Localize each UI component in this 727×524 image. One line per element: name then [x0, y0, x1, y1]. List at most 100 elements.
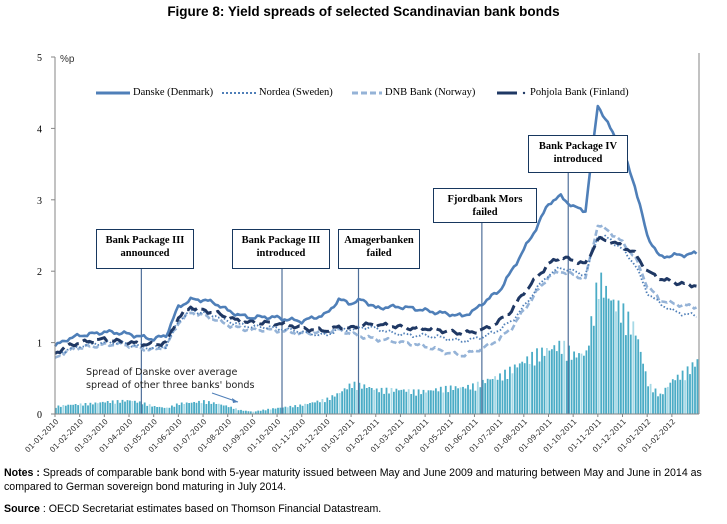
- bar: [671, 379, 674, 414]
- bar: [316, 400, 319, 414]
- bar: [319, 402, 321, 414]
- bar: [148, 404, 151, 414]
- bar: [555, 351, 558, 414]
- bar: [365, 388, 368, 414]
- bar: [380, 387, 383, 414]
- annotation-box: Bank Package III announced: [96, 229, 194, 269]
- bar: [267, 408, 269, 414]
- bar: [175, 403, 178, 414]
- bar: [565, 360, 568, 414]
- bar: [694, 366, 696, 414]
- bar: [472, 383, 474, 414]
- annotation-box: Bank Package IV introduced: [528, 135, 628, 173]
- bar: [286, 407, 289, 414]
- bar: [664, 387, 667, 414]
- bar: [208, 401, 210, 414]
- bar: [351, 388, 353, 414]
- bar: [467, 384, 469, 414]
- legend-swatch-dashed: [352, 91, 382, 94]
- bar: [563, 340, 566, 414]
- bar: [595, 282, 598, 414]
- bar: [269, 409, 272, 414]
- bar: [282, 407, 284, 414]
- bar: [654, 388, 657, 414]
- bar: [504, 369, 506, 414]
- bar: [94, 402, 97, 414]
- bar-series: [55, 272, 699, 414]
- bar: [373, 389, 376, 414]
- bar: [131, 401, 134, 414]
- bar: [111, 400, 114, 414]
- bar: [84, 403, 87, 414]
- bar-series-note: Spread of Danske over average spread of …: [86, 366, 255, 392]
- bar: [513, 364, 516, 414]
- bar: [183, 404, 186, 414]
- bar: [205, 404, 208, 414]
- annotation-text: Amagerbanken: [344, 235, 414, 246]
- bar: [597, 299, 600, 414]
- annotation-text: Bank Package IV: [538, 141, 618, 152]
- bar: [479, 387, 482, 414]
- bar: [306, 404, 309, 414]
- bar: [538, 361, 541, 414]
- bar: [476, 381, 479, 414]
- bar: [442, 392, 445, 414]
- note-line: Spread of Danske over average: [86, 367, 238, 378]
- bar: [237, 410, 240, 414]
- bar: [67, 404, 70, 414]
- bar: [193, 402, 195, 414]
- bar: [489, 379, 492, 414]
- bar: [600, 272, 603, 414]
- bar: [491, 379, 494, 414]
- bar: [511, 373, 514, 414]
- note-line: spread of other three banks' bonds: [86, 380, 255, 391]
- bar: [393, 391, 395, 414]
- legend-swatch-longdash: [497, 91, 526, 94]
- bar: [439, 386, 442, 414]
- bar: [420, 394, 422, 414]
- annotation-box: Bank Package III introduced: [232, 229, 330, 269]
- source-text: : OECD Secretariat estimates based on Th…: [42, 503, 382, 515]
- bar: [346, 389, 348, 414]
- bar: [612, 299, 615, 414]
- line-series: [53, 104, 698, 359]
- bar: [652, 392, 654, 414]
- bar: [592, 325, 595, 414]
- bar: [146, 405, 149, 414]
- bar: [657, 396, 659, 414]
- bar: [568, 345, 570, 414]
- bar: [536, 348, 538, 414]
- bar: [620, 322, 622, 414]
- bar: [96, 403, 99, 414]
- bar: [521, 361, 524, 414]
- bar: [649, 383, 652, 414]
- bar: [528, 364, 531, 414]
- bar: [116, 400, 119, 414]
- bar: [674, 380, 677, 414]
- bar: [427, 390, 430, 414]
- bar: [526, 356, 529, 414]
- bar: [87, 405, 89, 414]
- bar: [163, 407, 166, 414]
- bar: [430, 390, 432, 414]
- bar: [326, 397, 329, 414]
- chart-plot: 0 1 2 3 4 5 01-01-201001-02-201001-03-201001-…: [23, 53, 700, 454]
- x-axis-ticks: 01-01-201001-02-201001-03-201001-04-2010…: [23, 414, 677, 454]
- bar: [558, 340, 561, 414]
- bar: [642, 363, 644, 414]
- legend-swatch-dotted: [222, 91, 256, 94]
- bar: [686, 366, 689, 414]
- bar: [59, 406, 62, 414]
- bar: [501, 380, 504, 414]
- bar: [551, 349, 553, 414]
- bar: [225, 405, 228, 414]
- bar: [496, 379, 499, 414]
- bar: [72, 404, 75, 414]
- bar: [336, 393, 339, 414]
- bar: [262, 409, 265, 414]
- y-axis-label: %p: [60, 54, 75, 65]
- bar: [358, 382, 361, 414]
- bar: [410, 394, 413, 414]
- annotation-box: Fjordbank Mors failed: [433, 188, 537, 223]
- bar: [217, 403, 220, 414]
